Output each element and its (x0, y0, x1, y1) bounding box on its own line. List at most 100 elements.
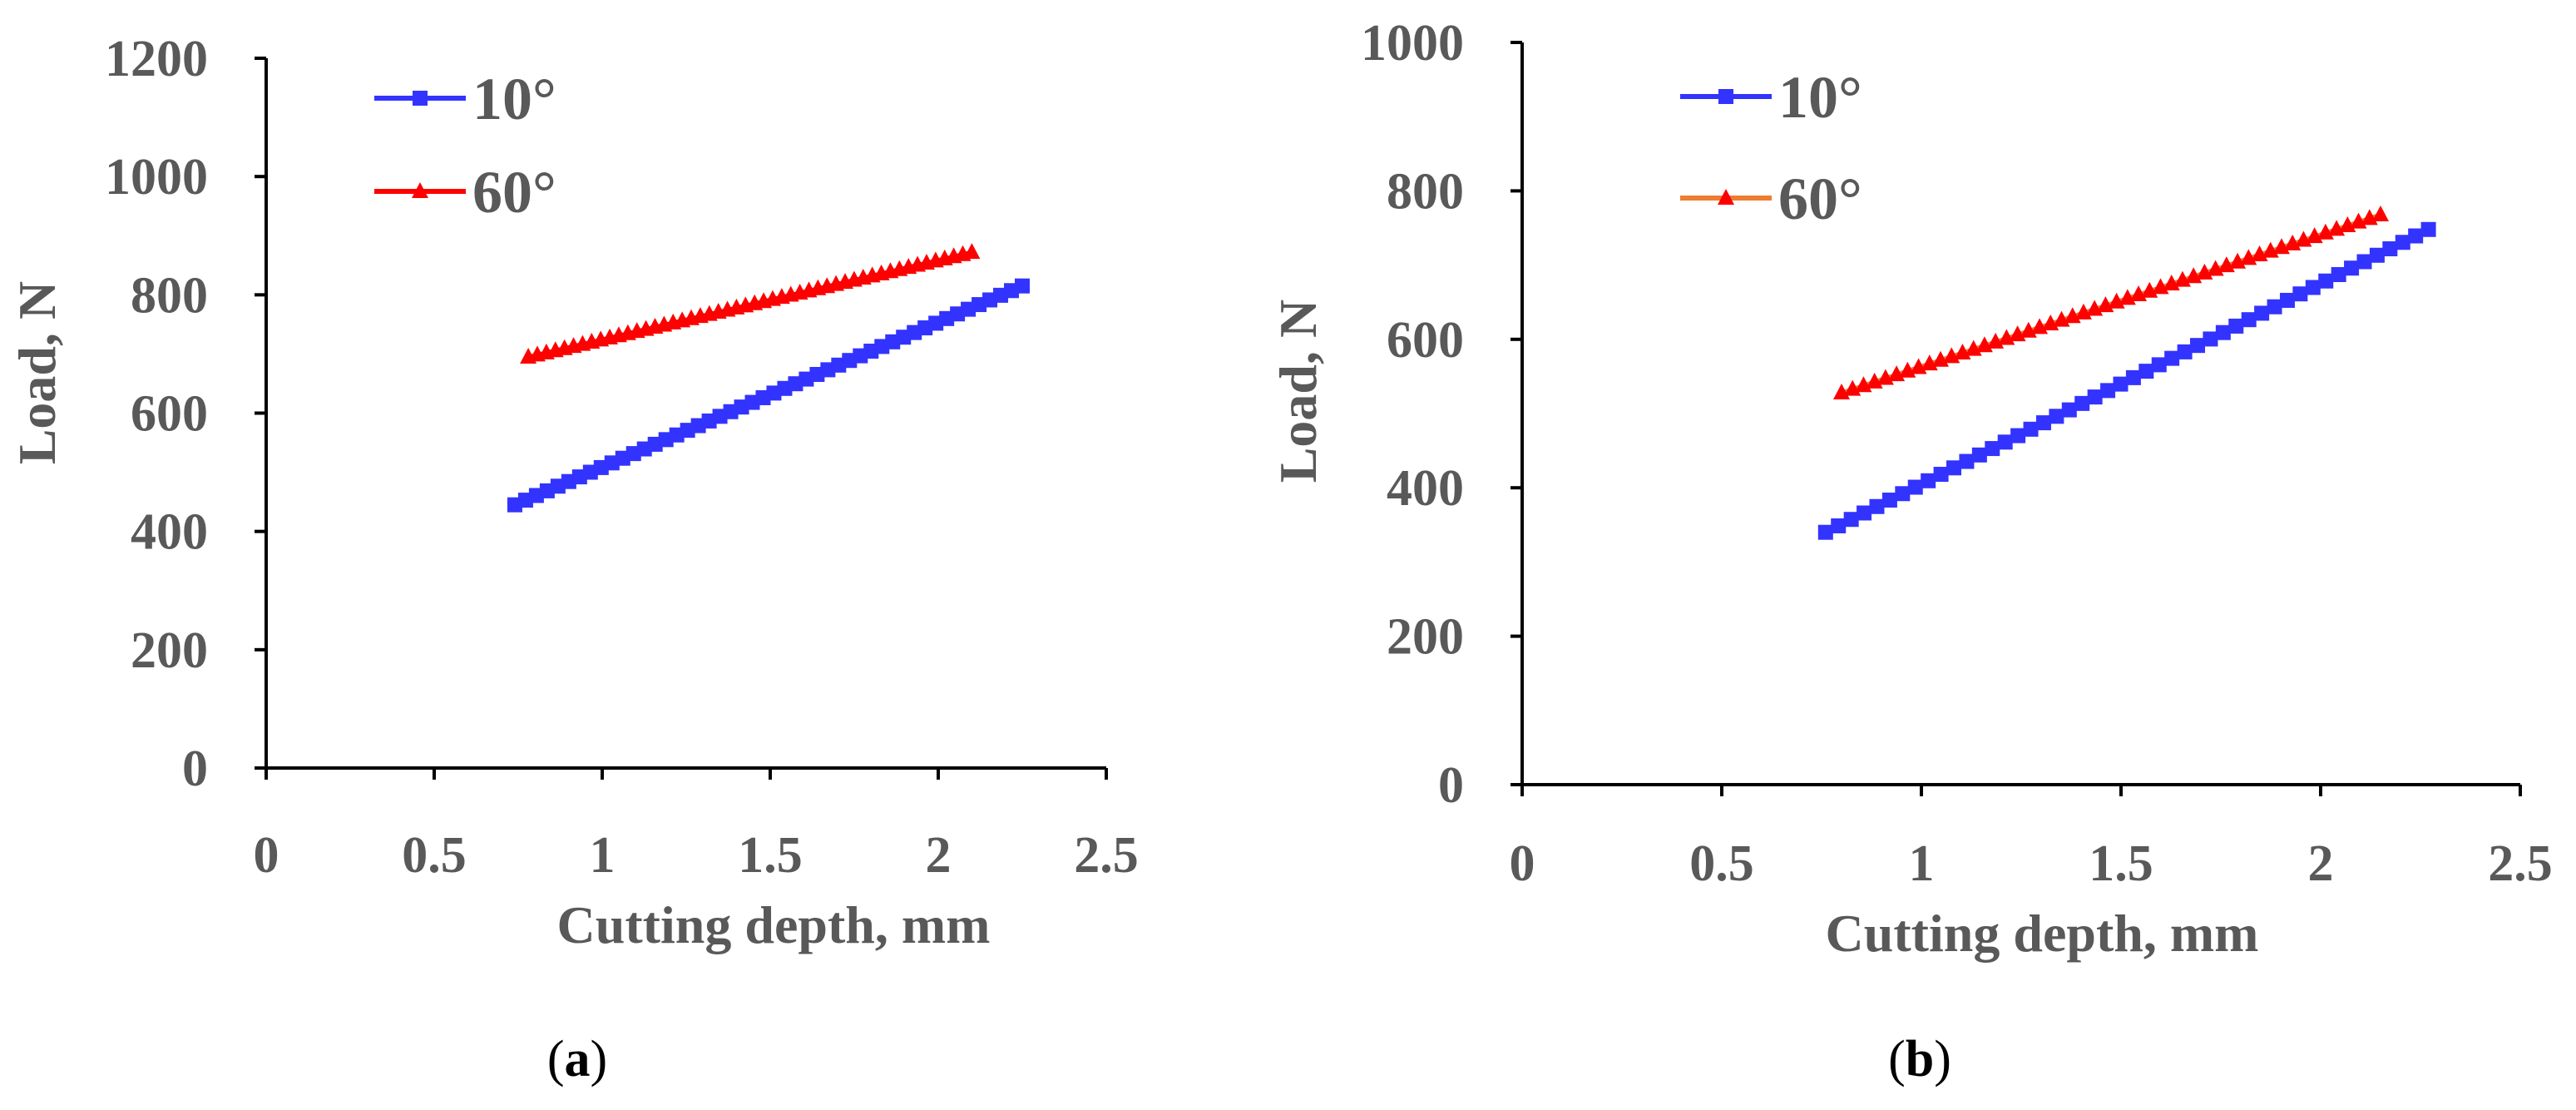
chart-b-series-1-point (2061, 402, 2077, 418)
panel-a-caption-label: a (565, 1031, 591, 1088)
chart-b-series-1-point (2087, 389, 2103, 405)
chart-b-series-1-point (2035, 415, 2051, 431)
chart-b-series-1-point (1933, 467, 1949, 483)
chart-b-y-axis-title: Load, N (1268, 300, 1328, 483)
chart-b-series-1-point (2408, 228, 2424, 244)
chart-b-legend-label: 10° (1778, 64, 1862, 131)
chart-b-series-1-point (2049, 409, 2064, 424)
chart-b-series-1-point (2395, 235, 2410, 250)
chart-a-legend: 10°60° (374, 66, 556, 225)
chart-b-series-1-point (1881, 493, 1897, 508)
chart-panel-a: 0 200 400 600 800 1000 1200 0 0.5 1 1.5 2 2.5 Load, … (7, 31, 1139, 1088)
chart-b-series-1-point (2100, 383, 2116, 399)
chart-b-series-1-point (2279, 292, 2295, 308)
chart-a-y-tick-label: 400 (131, 504, 208, 561)
chart-b-series-1-point (2164, 350, 2180, 366)
chart-a-legend-swatch-marker (413, 91, 428, 106)
chart-a-x-tick-label: 0 (254, 827, 279, 884)
chart-b-legend-swatch-marker (1718, 89, 1733, 104)
chart-b-series-1-point (2190, 338, 2206, 354)
chart-b-y-tick-label: 600 (1387, 312, 1464, 369)
chart-a-legend-label: 10° (472, 66, 556, 132)
chart-b-series-1-point (2344, 260, 2360, 276)
chart-a-x-axis-title: Cutting depth, mm (557, 895, 991, 954)
chart-a-x-tick-label: 0.5 (402, 827, 467, 884)
chart-b-y-tick-label: 200 (1387, 609, 1464, 666)
chart-b-series-1-point (1946, 460, 1962, 476)
chart-b-series-1-point (1831, 518, 1847, 533)
chart-b-x-tick-label: 0 (1510, 835, 1535, 892)
chart-b-series-1-point (1895, 486, 1911, 502)
chart-b-x-tick-label: 2 (2308, 835, 2334, 892)
chart-b-series-1-point (1817, 524, 1833, 540)
chart-b-series-1-point (2420, 221, 2436, 237)
chart-a-x-tick-label: 1.5 (738, 827, 803, 884)
chart-a-x-tick-label: 1 (590, 827, 616, 884)
chart-b-series-1-point (2305, 280, 2321, 295)
chart-b-series-1-point (2292, 286, 2308, 302)
chart-a-legend-label: 60° (472, 159, 556, 225)
chart-b-series-1-point (2369, 247, 2385, 263)
chart-b-series-1-point (2318, 273, 2334, 289)
chart-a-series-2-point (963, 243, 981, 260)
chart-b-series-1-point (2125, 369, 2141, 385)
chart-a-x-tick-label: 2.5 (1074, 827, 1139, 884)
chart-b-x-tick-label: 0.5 (1689, 835, 1754, 892)
chart-b-series-1-point (2382, 241, 2398, 257)
panel-a-caption: (a) (547, 1031, 607, 1088)
chart-b-series-1-point (1971, 447, 1987, 463)
chart-b-series-1-point (2138, 364, 2154, 379)
chart-b-series-1-point (2203, 331, 2218, 347)
chart-a-y-tick-label: 800 (131, 267, 208, 324)
chart-b-x-tick-label: 1.5 (2089, 835, 2153, 892)
panel-b-caption: (b) (1888, 1031, 1951, 1088)
chart-b-y-tick-label: 400 (1387, 460, 1464, 517)
chart-b-series-1-point (1985, 441, 2000, 457)
chart-a-legend-swatch-marker (412, 182, 428, 198)
chart-a-y-tick-label: 200 (131, 622, 208, 679)
chart-b-series-1-point (2254, 305, 2270, 321)
chart-b-series-1-point (1959, 453, 1975, 469)
chart-panel-b: 0 200 400 600 800 1000 0 0.5 1 1.5 2 2.5 Load, N Cu… (1268, 15, 2553, 1088)
chart-b-series-1-point (2241, 312, 2257, 328)
chart-b-series-1-point (1843, 512, 1859, 528)
chart-a-axes: 0 200 400 600 800 1000 1200 0 0.5 1 1.5 2 2.5 (105, 31, 1139, 884)
chart-b-y-tick-label: 0 (1438, 757, 1464, 814)
chart-b-series-1-point (2331, 266, 2346, 282)
chart-b-x-tick-label: 2.5 (2488, 835, 2553, 892)
chart-b-series-1-point (1921, 473, 1936, 488)
chart-b-y-tick-label: 1000 (1361, 15, 1464, 72)
chart-b-legend-swatch-marker (1718, 189, 1734, 205)
chart-a-y-tick-label: 600 (131, 386, 208, 443)
chart-b-axes: 0 200 400 600 800 1000 0 0.5 1 1.5 2 2.5 (1361, 15, 2553, 892)
panel-b-caption-label: b (1906, 1031, 1934, 1088)
chart-a-series-1-point (1015, 278, 1030, 294)
chart-b-legend-label: 60° (1778, 166, 1862, 232)
chart-b-series-1-point (1857, 505, 1872, 521)
chart-b-series-1-point (2074, 395, 2090, 411)
chart-b-series-1-point (2177, 344, 2193, 359)
chart-b-series-layer (1817, 205, 2436, 540)
chart-b-legend: 10° 60° (1680, 64, 1862, 232)
chart-a-series-layer (507, 243, 1030, 513)
chart-a-y-axis-title: Load, N (7, 281, 67, 465)
chart-b-series-1-point (2356, 254, 2372, 270)
chart-a-y-tick-label: 1200 (105, 31, 208, 87)
chart-a-y-tick-label: 0 (182, 741, 208, 797)
chart-b-series-1-point (1869, 498, 1885, 514)
chart-a-x-tick-label: 2 (926, 827, 952, 884)
chart-b-y-tick-label: 800 (1387, 163, 1464, 220)
chart-b-series-1-point (2267, 299, 2282, 315)
chart-b-x-tick-label: 1 (1909, 835, 1935, 892)
chart-b-series-1-point (2113, 376, 2129, 392)
chart-b-series-2-point (2372, 205, 2389, 221)
chart-a-y-tick-label: 1000 (105, 149, 208, 206)
chart-b-series-1-point (2023, 421, 2039, 437)
chart-b-x-axis-title: Cutting depth, mm (1826, 904, 2259, 963)
chart-b-series-1-point (2215, 325, 2231, 340)
chart-b-series-1-point (2151, 357, 2167, 373)
chart-b-series-1-point (1997, 434, 2013, 450)
chart-b-series-1-point (1907, 479, 1923, 495)
chart-b-series-1-point (2010, 428, 2026, 444)
